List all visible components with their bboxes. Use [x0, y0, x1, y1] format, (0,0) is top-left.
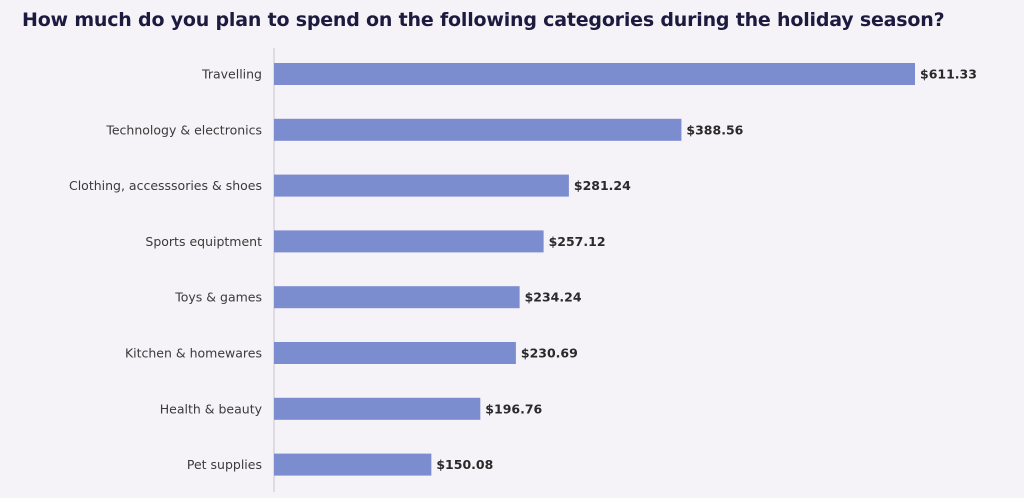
chart-title: How much do you plan to spend on the fol… [22, 9, 945, 31]
category-label: Kitchen & homewares [125, 346, 262, 361]
category-label: Toys & games [174, 290, 262, 305]
bar [274, 63, 915, 85]
value-label: $196.76 [485, 401, 542, 416]
bar [274, 230, 544, 253]
category-label: Sports equiptment [145, 234, 262, 249]
bar [274, 397, 481, 420]
value-label: $150.08 [436, 457, 493, 472]
value-label: $281.24 [574, 178, 631, 193]
value-label: $388.56 [686, 122, 743, 137]
category-label: Clothing, accesssories & shoes [69, 178, 262, 193]
bar [274, 453, 432, 476]
value-label: $230.69 [521, 346, 578, 361]
bar [274, 174, 569, 197]
category-label: Health & beauty [160, 401, 263, 416]
bar [274, 286, 520, 309]
value-label: $257.12 [549, 234, 606, 249]
bar [274, 342, 516, 364]
category-label: Pet supplies [187, 457, 262, 472]
value-label: $611.33 [920, 67, 977, 82]
category-label: Travelling [201, 67, 262, 82]
bar [274, 118, 682, 141]
bars-group: Travelling $611.33 Technology & electronic… [69, 63, 977, 476]
category-label: Technology & electronics [105, 122, 262, 137]
value-label: $234.24 [525, 290, 582, 305]
